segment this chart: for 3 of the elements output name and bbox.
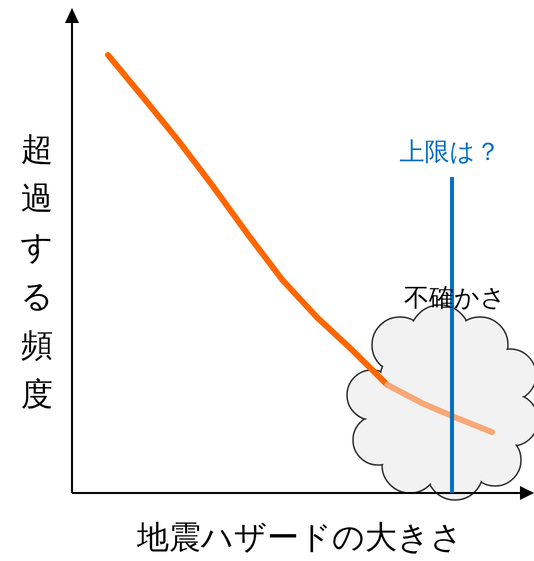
annotation: 上限は？ [400,137,500,166]
x-axis-title: 地震ハザードの大きさ [136,518,463,556]
y-axis-title: 超過する頻度 [20,130,54,413]
